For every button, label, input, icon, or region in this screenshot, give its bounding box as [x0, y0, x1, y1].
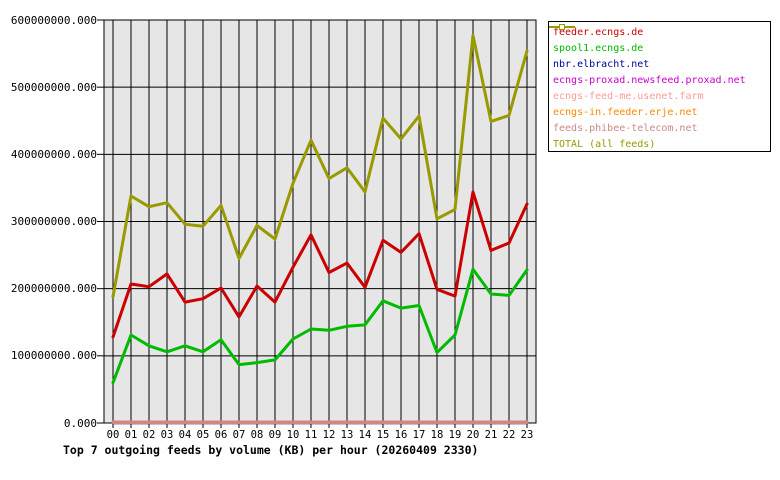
- x-axis-tick-label: 07: [232, 429, 246, 441]
- x-axis-tick-label: 00: [106, 429, 120, 441]
- chart-title: Top 7 outgoing feeds by volume (KB) per …: [63, 443, 479, 457]
- x-axis-tick-label: 23: [520, 429, 534, 441]
- y-axis-tick-label: 0.000: [63, 416, 97, 430]
- x-axis-tick-label: 14: [358, 429, 372, 441]
- legend-item: feeder.ecngs.de: [549, 24, 770, 41]
- x-axis-tick-label: 19: [448, 429, 462, 441]
- x-axis-tick-label: 06: [214, 429, 228, 441]
- legend-item: nbr.elbracht.net: [549, 24, 770, 73]
- legend-item: feeds.phibee-telecom.net: [549, 24, 770, 137]
- y-axis-tick-label: 400000000.000: [10, 147, 97, 161]
- series-line-feeder-ecngs-de: [111, 190, 529, 339]
- x-axis-tick-label: 12: [322, 429, 336, 441]
- legend-label: ecngs-proxad.newsfeed.proxad.net: [553, 75, 746, 86]
- legend-line-marker-icon: [549, 24, 575, 30]
- x-axis-tick-label: 11: [304, 429, 318, 441]
- x-axis-tick-label: 10: [286, 429, 300, 441]
- x-axis-tick-label: 16: [394, 429, 408, 441]
- legend-item: TOTAL (all feeds): [549, 24, 770, 153]
- y-axis-tick-label: 100000000.000: [10, 349, 97, 363]
- legend-label: feeds.phibee-telecom.net: [553, 123, 698, 134]
- y-axis-tick-label: 300000000.000: [10, 215, 97, 228]
- x-axis-tick-label: 13: [340, 429, 354, 441]
- series-line-total-all-feeds-: [111, 33, 529, 299]
- x-axis-tick-label: 09: [268, 429, 282, 441]
- legend-label: nbr.elbracht.net: [553, 59, 650, 70]
- legend-item: spool1.ecngs.de: [549, 24, 770, 57]
- x-axis-tick-label: 04: [178, 429, 192, 441]
- x-axis-tick-label: 17: [412, 429, 426, 441]
- legend-box: feeder.ecngs.de spool1.ecngs.de nbr.elbrac…: [548, 21, 771, 152]
- legend-item: ecngs-feed-me.usenet.farm: [549, 24, 770, 105]
- y-axis-tick-label: 500000000.000: [10, 80, 97, 94]
- legend-label: TOTAL (all feeds): [553, 139, 656, 150]
- series-line-spool1-ecngs-de: [111, 267, 529, 385]
- x-axis-tick-label: 08: [250, 429, 264, 441]
- x-axis-tick-label: 22: [502, 429, 516, 441]
- legend-label: spool1.ecngs.de: [553, 43, 644, 54]
- x-axis-tick-label: 21: [484, 429, 498, 441]
- x-axis-tick-label: 02: [142, 429, 156, 441]
- x-axis-tick-label: 18: [430, 429, 444, 441]
- legend-item: ecngs-in.feeder.erje.net: [549, 24, 770, 121]
- x-axis-tick-label: 20: [466, 429, 480, 441]
- legend-label: ecngs-in.feeder.erje.net: [553, 107, 698, 118]
- legend-item: ecngs-proxad.newsfeed.proxad.net: [549, 24, 770, 89]
- y-axis-tick-label: 600000000.000: [10, 13, 97, 27]
- legend-label: ecngs-feed-me.usenet.farm: [553, 91, 704, 102]
- x-axis-tick-label: 01: [124, 429, 138, 441]
- x-axis-tick-label: 03: [160, 429, 174, 441]
- legend-label: feeder.ecngs.de: [553, 27, 644, 38]
- x-axis-tick-label: 15: [376, 429, 390, 441]
- x-axis-tick-label: 05: [196, 429, 210, 441]
- y-axis-tick-label: 200000000.000: [10, 282, 97, 296]
